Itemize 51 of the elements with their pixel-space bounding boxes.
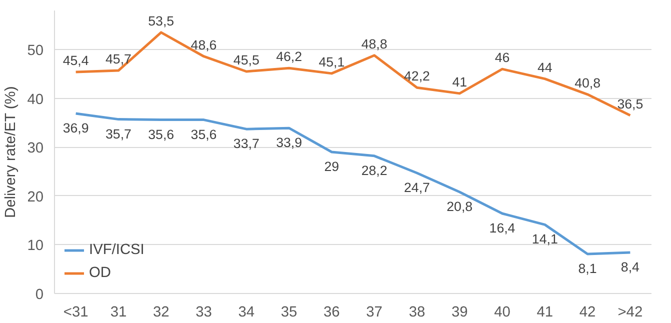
- data-label: 35,7: [105, 126, 132, 142]
- x-tick-label: 36: [324, 304, 340, 320]
- data-label: 20,8: [446, 199, 473, 214]
- x-tick-label: 39: [451, 304, 468, 320]
- data-label: 48,6: [190, 37, 217, 52]
- legend-label: IVF/ICSI: [89, 242, 144, 258]
- data-label: 14,1: [532, 232, 558, 247]
- data-label: 45,4: [62, 52, 90, 68]
- data-label: 35,6: [148, 126, 174, 142]
- x-tick-label: 42: [579, 304, 596, 320]
- data-label: 44: [537, 60, 553, 75]
- data-label: 46: [494, 50, 510, 66]
- x-tick-label: 33: [196, 304, 212, 320]
- data-label: 8,1: [578, 260, 597, 276]
- data-label: 35,6: [190, 126, 217, 142]
- x-tick-label: 38: [408, 304, 426, 320]
- data-label: 45,5: [233, 52, 260, 68]
- y-tick-label: 50: [27, 43, 44, 60]
- data-label: 53,5: [148, 13, 174, 28]
- data-label: 42,2: [404, 68, 430, 84]
- y-tick-label: 10: [27, 238, 44, 254]
- x-tick-label: 35: [280, 304, 298, 320]
- data-label: 29: [324, 159, 340, 174]
- y-tick-label: 40: [27, 92, 44, 108]
- data-label: 36,5: [617, 96, 644, 112]
- data-label: 33,9: [276, 135, 302, 150]
- data-label: 41: [452, 74, 468, 90]
- data-label: 33,7: [233, 136, 260, 152]
- y-tick-label: 0: [35, 287, 44, 303]
- data-label: 28,2: [361, 162, 388, 178]
- x-tick-label: 41: [536, 304, 554, 320]
- data-label: 48,8: [361, 36, 388, 52]
- data-label: 40,8: [574, 75, 601, 90]
- x-tick-label: 37: [366, 304, 382, 320]
- data-label: 45,1: [318, 54, 345, 70]
- data-label: 24,7: [404, 180, 430, 195]
- data-label: 16,4: [489, 220, 516, 236]
- x-tick-label: 40: [494, 304, 510, 320]
- data-label: 46,2: [276, 49, 302, 64]
- x-tick-label: <31: [63, 304, 88, 320]
- y-axis-title: Delivery rate/ET (%): [3, 86, 20, 218]
- y-tick-label: 30: [27, 140, 44, 157]
- data-label: 8,4: [620, 260, 640, 275]
- y-tick-label: 20: [27, 189, 44, 206]
- x-tick-label: >42: [618, 304, 643, 320]
- x-tick-label: 31: [110, 304, 127, 320]
- data-label: 36,9: [62, 120, 89, 136]
- x-tick-label: 32: [152, 304, 170, 320]
- x-tick-label: 34: [238, 304, 255, 320]
- legend-label: OD: [89, 265, 111, 281]
- data-label: 45,7: [105, 52, 132, 67]
